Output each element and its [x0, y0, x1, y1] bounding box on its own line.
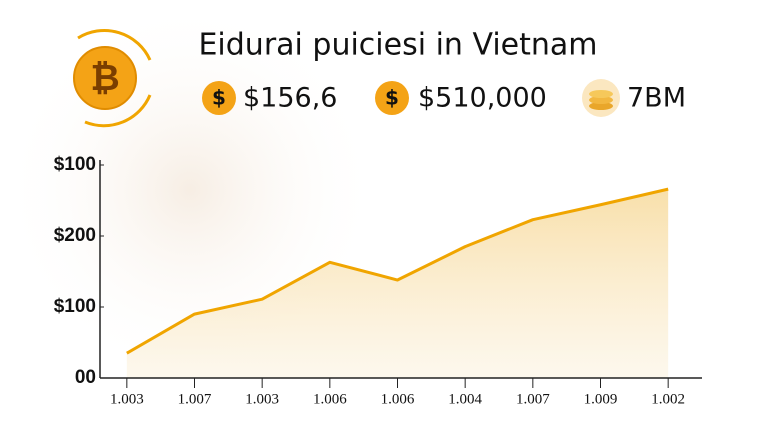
stat-icon-text: $	[385, 86, 399, 110]
y-tick-label: $200	[54, 225, 96, 246]
area	[126, 189, 669, 378]
y-tick-label: $100	[54, 154, 96, 175]
x-tick-label: 1.004	[448, 391, 482, 407]
logo-arc	[77, 28, 152, 61]
logo-coin	[73, 46, 137, 110]
line	[126, 187, 669, 355]
coin-stack-icon	[582, 79, 620, 117]
x-tick-label: 1.003	[245, 391, 279, 407]
x-tick-label: 1.009	[584, 391, 618, 407]
x-tick-label: 1.006	[313, 391, 347, 407]
x-tick-label: 1.006	[381, 391, 415, 407]
x-tick-label: 1.007	[178, 391, 212, 407]
coin	[589, 90, 613, 98]
bitcoin-logo: ₿	[73, 28, 152, 128]
stat-icon-text: $	[212, 86, 226, 110]
stat-icon	[375, 81, 409, 115]
x-tick-label: 1.007	[516, 391, 550, 407]
y-tick-label: $100	[54, 296, 96, 317]
logo-arc	[84, 94, 152, 128]
coin	[589, 96, 613, 104]
stat-icon	[202, 81, 236, 115]
stat-value: 7BM	[627, 83, 686, 114]
y-tick-label: 00	[75, 367, 96, 388]
x-tick-label: 1.003	[110, 391, 144, 407]
logo-symbol: ₿	[90, 58, 119, 99]
stat-value: $156,6	[243, 83, 337, 114]
coin	[589, 102, 613, 110]
chart-title: Eidurai puiciesi in Vietnam	[198, 28, 597, 63]
x-tick-label: 1.002	[651, 391, 685, 407]
stat-value: $510,000	[418, 83, 547, 114]
